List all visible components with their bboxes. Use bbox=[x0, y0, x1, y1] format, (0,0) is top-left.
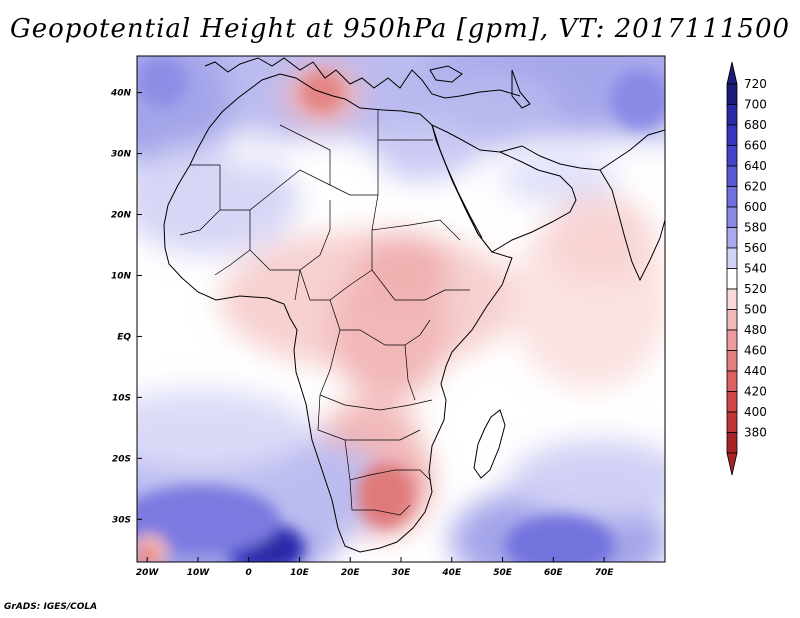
colorbar-label: 560 bbox=[744, 241, 767, 255]
lon-tick-label: 70E bbox=[595, 568, 615, 578]
colorbar-swatch bbox=[726, 268, 738, 290]
lat-tick-label: 10N bbox=[111, 271, 132, 281]
colorbar-swatch bbox=[726, 370, 738, 392]
height-field bbox=[137, 56, 665, 562]
lat-tick-label: 20S bbox=[112, 454, 131, 464]
colorbar-max-arrow bbox=[726, 61, 738, 85]
colorbar-label: 680 bbox=[744, 118, 767, 132]
coastlines bbox=[163, 57, 665, 553]
colorbar-label: 380 bbox=[744, 426, 767, 440]
lon-tick-label: 10W bbox=[187, 568, 211, 578]
colorbar-label: 440 bbox=[744, 364, 767, 378]
colorbar-label: 620 bbox=[744, 180, 767, 194]
colorbar-label: 480 bbox=[744, 323, 767, 337]
lat-tick-label: EQ bbox=[117, 332, 131, 342]
colorbar-swatch bbox=[726, 329, 738, 351]
colorbar-swatch bbox=[726, 104, 738, 126]
colorbar-label: 500 bbox=[744, 303, 767, 317]
colorbar-swatch bbox=[726, 206, 738, 228]
colorbar-swatch bbox=[726, 247, 738, 269]
colorbar-swatch bbox=[726, 124, 738, 146]
colorbar-swatch bbox=[726, 186, 738, 208]
colorbar-swatch bbox=[726, 145, 738, 167]
colorbar-swatch bbox=[726, 309, 738, 331]
country-borders bbox=[179, 110, 470, 516]
lon-tick-label: 60E bbox=[544, 568, 564, 578]
colorbar-label: 520 bbox=[744, 282, 767, 296]
lon-tick-label: 40E bbox=[441, 568, 462, 578]
colorbar-label: 540 bbox=[744, 262, 767, 276]
lat-tick-label: 20N bbox=[111, 211, 132, 221]
lat-tick-label: 10S bbox=[112, 393, 131, 403]
lon-tick-label: 0 bbox=[246, 568, 252, 578]
colorbar-label: 720 bbox=[744, 77, 767, 91]
colorbar-label: 420 bbox=[744, 385, 767, 399]
lon-tick-label: 20W bbox=[136, 568, 160, 578]
lon-tick-label: 50E bbox=[493, 568, 513, 578]
colorbar-swatch bbox=[726, 411, 738, 433]
axis-labels: 40N 30N 20N 10N EQ 10S 20S 30S 20W 10W 0 10E 20E 30E 4… bbox=[110, 89, 614, 578]
lat-tick-label: 30S bbox=[112, 515, 131, 525]
credit-label: GrADS: IGES/COLA bbox=[4, 602, 98, 612]
lon-tick-label: 10E bbox=[290, 568, 310, 578]
lat-tick-label: 30N bbox=[111, 150, 132, 160]
chart-title: Geopotential Height at 950hPa [gpm], VT:… bbox=[9, 14, 791, 44]
colorbar-label: 700 bbox=[744, 98, 767, 112]
lon-tick-label: 20E bbox=[341, 568, 361, 578]
colorbar-label: 460 bbox=[744, 344, 767, 358]
lon-tick-label: 30E bbox=[392, 568, 412, 578]
colorbar-label: 640 bbox=[744, 159, 767, 173]
lat-tick-label: 40N bbox=[110, 89, 132, 99]
colorbar-swatch bbox=[726, 391, 738, 413]
colorbar-swatch bbox=[726, 83, 738, 105]
colorbar-label: 660 bbox=[744, 139, 767, 153]
colorbar-swatch bbox=[726, 165, 738, 187]
colorbar-swatch bbox=[726, 350, 738, 372]
colorbar-label: 580 bbox=[744, 221, 767, 235]
colorbar: 720 700 680 660 640 620 600 580 560 540 520 500 480 4… bbox=[726, 61, 767, 476]
colorbar-label: 400 bbox=[744, 405, 767, 419]
colorbar-swatch bbox=[726, 432, 738, 454]
colorbar-swatch bbox=[726, 288, 738, 310]
colorbar-label: 600 bbox=[744, 200, 767, 214]
colorbar-min-arrow bbox=[726, 452, 738, 476]
colorbar-swatch bbox=[726, 227, 738, 249]
